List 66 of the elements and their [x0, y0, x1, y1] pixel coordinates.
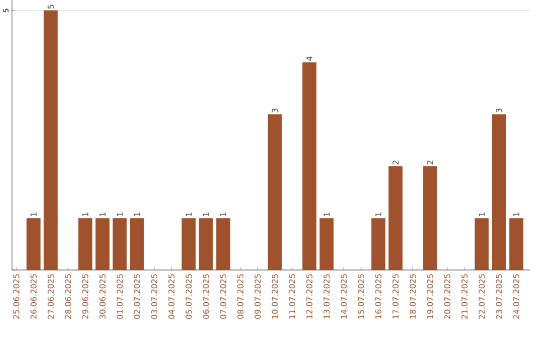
data-label: 5 — [48, 4, 54, 9]
x-tick-label: 04.07.2025 — [168, 274, 174, 319]
x-tick-label: 26.06.2025 — [30, 274, 37, 319]
bar — [509, 218, 524, 270]
x-tick-label: 13.07.2025 — [324, 274, 330, 318]
x-tick-label: 19.07.2025 — [426, 274, 434, 318]
data-label: 1 — [513, 212, 520, 216]
bar — [198, 218, 213, 270]
bar — [268, 114, 282, 270]
bar — [44, 10, 58, 270]
data-label: 4 — [306, 56, 312, 61]
x-tick-label: 23.07.2025 — [496, 274, 502, 319]
bar — [130, 218, 144, 270]
bar — [423, 166, 438, 270]
x-tick-label: 27.06.2025 — [48, 274, 54, 319]
x-tick-label: 24.07.2025 — [513, 274, 520, 319]
x-tick-label: 10.07.2025 — [272, 274, 278, 318]
bar — [388, 166, 403, 270]
x-tick-label: 05.07.2025 — [186, 274, 192, 319]
x-tick-label: 20.07.2025 — [444, 274, 450, 319]
data-label: 1 — [134, 212, 140, 216]
bar — [492, 114, 506, 270]
x-tick-label: 28.06.2025 — [64, 274, 72, 319]
data-label: 1 — [82, 212, 88, 216]
x-tick-label: 30.06.2025 — [99, 274, 106, 319]
x-tick-label: 18.07.2025 — [410, 274, 416, 318]
x-tick-label: 14.07.2025 — [340, 274, 347, 318]
data-label: 1 — [186, 212, 192, 216]
data-label: 1 — [478, 212, 485, 216]
x-tick-label: 07.07.2025 — [220, 274, 226, 319]
x-tick-label: 22.07.2025 — [478, 274, 485, 319]
x-tick-label: 06.07.2025 — [202, 274, 209, 319]
x-tick-label: 17.07.2025 — [392, 274, 399, 318]
x-tick-label: 21.07.2025 — [461, 274, 468, 319]
data-label: 1 — [324, 212, 330, 216]
bar — [474, 218, 489, 270]
data-label: 1 — [203, 212, 209, 216]
x-tick-label: 11.07.2025 — [289, 274, 296, 318]
x-tick-label: 01.07.2025 — [116, 274, 123, 319]
data-label: 1 — [375, 212, 382, 216]
data-label: 1 — [30, 212, 36, 216]
x-tick-label: 29.06.2025 — [82, 274, 88, 319]
data-label: 1 — [220, 212, 226, 216]
data-label: 1 — [116, 212, 123, 216]
bar — [96, 218, 110, 270]
data-label: 2 — [427, 160, 433, 164]
x-tick-label: 08.07.2025 — [237, 274, 244, 319]
bar — [112, 218, 127, 270]
bar — [182, 218, 196, 270]
x-tick-label: 25.06.2025 — [13, 274, 20, 319]
x-tick-label: 09.07.2025 — [254, 274, 261, 319]
x-tick-label: 03.07.2025 — [151, 274, 158, 319]
bar — [371, 218, 386, 270]
data-label: 2 — [392, 160, 399, 164]
data-label: 3 — [272, 108, 278, 112]
data-label: 1 — [100, 212, 106, 216]
bar — [302, 62, 316, 270]
x-tick-label: 02.07.2025 — [134, 274, 140, 319]
x-tick-label: 16.07.2025 — [375, 274, 382, 318]
x-tick-label: 15.07.2025 — [358, 274, 364, 318]
bar — [216, 218, 230, 270]
data-label: 3 — [496, 108, 502, 112]
bar — [26, 218, 41, 270]
bar — [78, 218, 92, 270]
x-tick-label: 12.07.2025 — [306, 274, 312, 318]
bar — [320, 218, 334, 270]
